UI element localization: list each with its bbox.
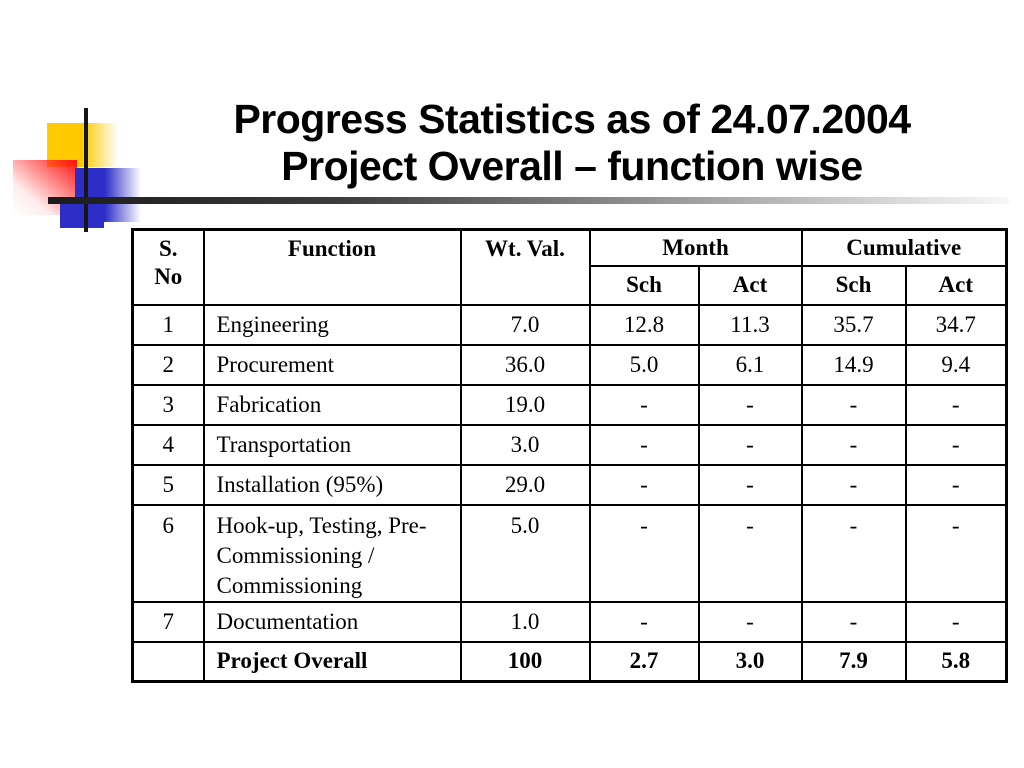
cell-cum-sch: 14.9 xyxy=(800,343,907,386)
cell-cum-act: 34.7 xyxy=(904,303,1008,346)
cell-function: Installation (95%) xyxy=(202,463,462,506)
decoration-blue-square-small xyxy=(60,204,104,228)
cell-sno: 6 xyxy=(131,503,205,603)
header-cumulative: Cumulative xyxy=(800,228,1008,267)
cell-cum-sch: - xyxy=(800,463,907,506)
slide-title-line1: Progress Statistics as of 24.07.2004 xyxy=(233,96,911,142)
header-cumulative-act: Act xyxy=(904,264,1008,306)
cell-month-act: - xyxy=(697,600,803,643)
cell-wt-val: 100 xyxy=(459,640,591,683)
header-month-sch: Sch xyxy=(588,264,700,306)
cell-cum-sch: 7.9 xyxy=(800,640,907,683)
cell-cum-sch: 35.7 xyxy=(800,303,907,346)
cell-cum-sch: - xyxy=(800,383,907,426)
cell-function: Transportation xyxy=(202,423,462,466)
cell-sno: 3 xyxy=(131,383,205,426)
cell-function: Project Overall xyxy=(202,640,462,683)
cell-wt-val: 19.0 xyxy=(459,383,591,426)
cell-month-sch: - xyxy=(588,423,700,466)
header-month-act: Act xyxy=(697,264,803,306)
cell-cum-act: - xyxy=(904,383,1008,426)
title-separator-line xyxy=(48,197,1009,204)
table-row: 7 Documentation 1.0 - - - - xyxy=(131,600,1008,643)
table-header-row-2: Sch Act Sch Act xyxy=(133,264,1008,306)
cell-month-sch: - xyxy=(588,383,700,426)
cell-sno: 1 xyxy=(131,303,205,346)
cell-function: Procurement xyxy=(202,343,462,386)
cell-month-act: - xyxy=(697,383,803,426)
header-sno-line1: S. xyxy=(158,236,178,261)
cell-cum-sch: - xyxy=(800,600,907,643)
cell-cum-act: 5.8 xyxy=(904,640,1008,683)
slide-title-line2: Project Overall – function wise xyxy=(281,143,863,189)
cell-cum-act: - xyxy=(904,463,1008,506)
cell-cum-act: 9.4 xyxy=(904,343,1008,386)
cell-month-act: 6.1 xyxy=(697,343,803,386)
cell-wt-val: 7.0 xyxy=(459,303,591,346)
cell-month-act: 3.0 xyxy=(697,640,803,683)
cell-month-sch: 5.0 xyxy=(588,343,700,386)
cell-month-sch: - xyxy=(588,600,700,643)
cell-month-act: - xyxy=(697,423,803,466)
cell-wt-val: 36.0 xyxy=(459,343,591,386)
header-month: Month xyxy=(588,228,803,267)
cell-sno: 2 xyxy=(131,343,205,386)
cell-cum-act: - xyxy=(904,423,1008,466)
progress-statistics-table: S. No Function Wt. Val. Month Cumulative… xyxy=(131,228,1009,683)
cell-function: Engineering xyxy=(202,303,462,346)
cell-function: Documentation xyxy=(202,600,462,643)
cell-sno: 7 xyxy=(131,600,205,643)
cell-function: Fabrication xyxy=(202,383,462,426)
table-row-total: Project Overall 100 2.7 3.0 7.9 5.8 xyxy=(131,640,1008,683)
cell-sno xyxy=(131,640,205,683)
table-row: 4 Transportation 3.0 - - - - xyxy=(131,423,1008,466)
cell-month-act: 11.3 xyxy=(697,303,803,346)
cell-function: Hook-up, Testing, Pre-Commissioning / Co… xyxy=(202,503,462,603)
table-row: 5 Installation (95%) 29.0 - - - - xyxy=(131,463,1008,506)
table-row: 6 Hook-up, Testing, Pre-Commissioning / … xyxy=(131,503,1008,603)
header-cumulative-sch: Sch xyxy=(800,264,907,306)
table-row: 3 Fabrication 19.0 - - - - xyxy=(131,383,1008,426)
header-sno: S. No xyxy=(131,228,205,306)
cell-sno: 5 xyxy=(131,463,205,506)
cell-wt-val: 5.0 xyxy=(459,503,591,603)
decoration-vertical-line xyxy=(84,108,88,232)
cell-cum-act: - xyxy=(904,600,1008,643)
cell-month-sch: - xyxy=(588,463,700,506)
header-sno-line2: No xyxy=(154,264,183,289)
cell-cum-sch: - xyxy=(800,423,907,466)
header-wt-val: Wt. Val. xyxy=(459,228,591,306)
slide-title: Progress Statistics as of 24.07.2004 Pro… xyxy=(132,96,1012,190)
cell-month-sch: - xyxy=(588,503,700,603)
cell-cum-act: - xyxy=(904,503,1008,603)
cell-month-act: - xyxy=(697,503,803,603)
cell-cum-sch: - xyxy=(800,503,907,603)
table-row: 1 Engineering 7.0 12.8 11.3 35.7 34.7 xyxy=(131,303,1008,346)
cell-month-act: - xyxy=(697,463,803,506)
cell-month-sch: 12.8 xyxy=(588,303,700,346)
cell-wt-val: 29.0 xyxy=(459,463,591,506)
cell-wt-val: 1.0 xyxy=(459,600,591,643)
cell-wt-val: 3.0 xyxy=(459,423,591,466)
decoration-yellow-square xyxy=(47,123,118,167)
table-row: 2 Procurement 36.0 5.0 6.1 14.9 9.4 xyxy=(131,343,1008,386)
header-function: Function xyxy=(202,228,462,306)
table-header-row-1: S. No Function Wt. Val. Month Cumulative xyxy=(131,228,1008,306)
cell-month-sch: 2.7 xyxy=(588,640,700,683)
cell-sno: 4 xyxy=(131,423,205,466)
